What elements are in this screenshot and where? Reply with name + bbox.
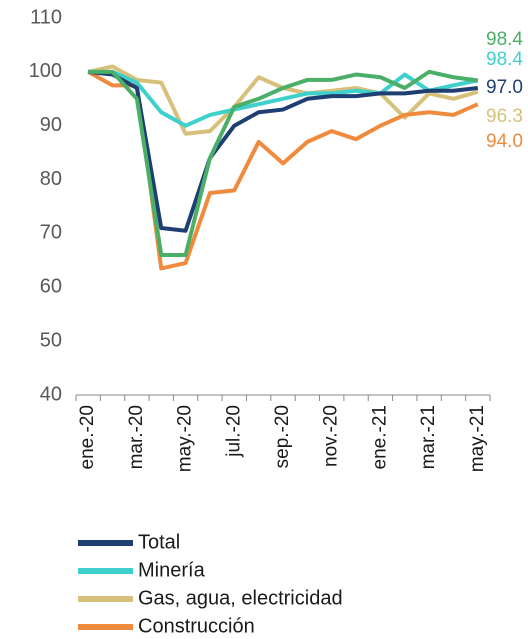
- legend-label: Minería: [138, 559, 206, 581]
- x-tick-label: ene.-21: [369, 405, 390, 469]
- y-tick-label: 100: [29, 60, 62, 82]
- x-tick-label: ene.-20: [77, 405, 98, 469]
- series-line: [88, 69, 479, 128]
- legend-label: Gas, agua, electricidad: [138, 587, 343, 609]
- x-tick-label: nov.-20: [321, 405, 342, 467]
- x-tick-label: may.-21: [467, 405, 488, 472]
- y-tick-label: 60: [40, 276, 62, 298]
- data-label: 98.4: [486, 49, 523, 70]
- y-tick-label: 80: [40, 168, 62, 190]
- y-tick-label: 110: [30, 6, 62, 28]
- data-label: 96.3: [486, 106, 523, 127]
- y-tick-label: 90: [40, 114, 62, 136]
- x-tick-label: jul.-20: [223, 405, 244, 458]
- legend-label: Total: [138, 531, 180, 553]
- data-label: 94.0: [486, 131, 523, 152]
- data-label: 97.0: [486, 77, 523, 98]
- data-label: 98.4: [486, 29, 523, 50]
- y-tick-label: 40: [40, 383, 62, 405]
- legend-label: Construcción: [138, 615, 255, 637]
- y-tick-label: 70: [40, 222, 62, 244]
- x-tick-label: mar.-20: [126, 405, 147, 469]
- x-tick-label: may.-20: [175, 405, 196, 472]
- x-tick-label: sep.-20: [272, 405, 293, 468]
- y-tick-label: 50: [40, 329, 62, 351]
- series-line: [88, 69, 479, 257]
- series-line: [87, 69, 479, 233]
- x-tick-label: mar.-21: [418, 405, 439, 469]
